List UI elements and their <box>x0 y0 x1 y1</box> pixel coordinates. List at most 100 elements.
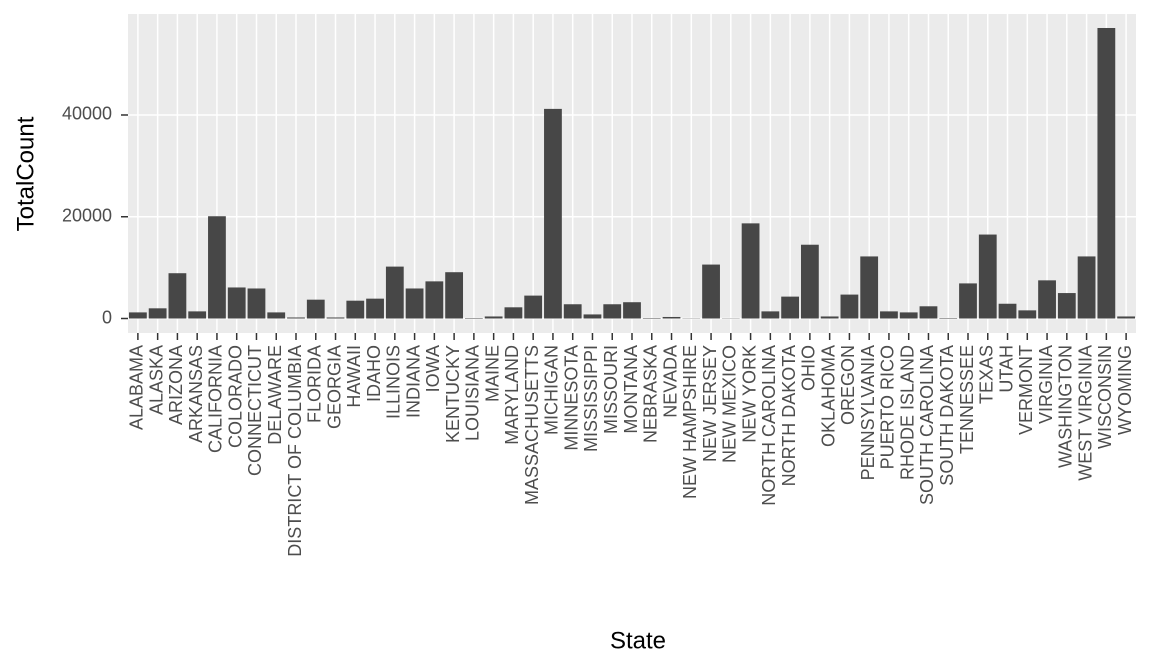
bar <box>919 306 938 319</box>
bar <box>484 316 503 319</box>
x-tick-label: IOWA <box>423 345 443 392</box>
bar <box>287 317 305 319</box>
x-tick-label: WASHINGTON <box>1056 345 1076 468</box>
x-tick-label: COLORADO <box>225 345 245 448</box>
bar <box>247 288 266 319</box>
bar <box>168 273 187 319</box>
bar <box>366 298 384 319</box>
bar <box>1018 310 1037 319</box>
bar <box>820 316 839 319</box>
x-tick-label: OHIO <box>799 345 819 391</box>
x-tick-label: OKLAHOMA <box>818 345 838 447</box>
x-tick-label: NEW HAMPSHIRE <box>680 345 700 499</box>
bar <box>504 307 523 319</box>
bar <box>563 304 582 319</box>
x-tick-label: MISSISSIPPI <box>581 345 601 452</box>
x-tick-label: MINNESOTA <box>561 345 581 451</box>
bar <box>939 317 958 319</box>
bar <box>741 223 760 319</box>
bar <box>405 288 424 319</box>
y-tick-label: 0 <box>102 307 112 327</box>
x-tick-label: MAINE <box>482 345 502 402</box>
x-tick-label: INDIANA <box>403 345 423 418</box>
bar <box>267 312 286 319</box>
bar <box>524 295 543 319</box>
bar <box>702 264 720 319</box>
x-tick-label: MISSOURI <box>601 345 621 434</box>
x-tick-label: ALABAMA <box>127 345 147 430</box>
x-tick-label: NORTH CAROLINA <box>759 345 779 506</box>
x-tick-label: ARIZONA <box>166 345 186 425</box>
x-tick-label: RHODE ISLAND <box>897 345 917 480</box>
bar <box>326 317 345 319</box>
x-tick-label: GEORGIA <box>324 345 344 429</box>
y-axis-title: TotalCount <box>12 116 39 231</box>
bar <box>306 299 325 319</box>
x-tick-label: KENTUCKY <box>443 345 463 443</box>
bar <box>959 283 977 319</box>
x-tick-label: ARKANSAS <box>186 345 206 443</box>
x-tick-label: PENNSYLVANIA <box>858 345 878 480</box>
bar <box>781 296 800 319</box>
y-tick-label: 20000 <box>62 205 112 225</box>
x-tick-label: SOUTH DAKOTA <box>937 345 957 486</box>
bar <box>346 300 365 319</box>
bar <box>860 256 879 319</box>
bar <box>445 272 464 319</box>
x-tick-label: MARYLAND <box>502 345 522 445</box>
x-tick-label: NEBRASKA <box>641 345 661 443</box>
x-tick-label: NEW JERSEY <box>700 345 720 462</box>
x-tick-label: WEST VIRGINIA <box>1075 345 1095 481</box>
bar <box>899 312 918 319</box>
x-tick-label: FLORIDA <box>305 345 325 423</box>
x-tick-label: NEW MEXICO <box>720 345 740 463</box>
x-tick-label: DISTRICT OF COLUMBIA <box>285 345 305 557</box>
bar <box>188 311 207 319</box>
x-tick-label: UTAH <box>996 345 1016 393</box>
x-tick-label: NEW YORK <box>739 345 759 443</box>
bar <box>1117 316 1136 319</box>
x-tick-label: WYOMING <box>1115 345 1135 435</box>
bar <box>425 281 444 319</box>
bar <box>1057 293 1076 319</box>
x-tick-label: TENNESSEE <box>957 345 977 454</box>
x-tick-label: ALASKA <box>146 345 166 415</box>
bar <box>1038 280 1056 319</box>
bar <box>128 312 147 319</box>
bar <box>208 216 226 319</box>
bar <box>583 314 602 319</box>
bar <box>998 303 1017 319</box>
x-tick-label: WISCONSIN <box>1095 345 1115 449</box>
x-tick-label: PUERTO RICO <box>878 345 898 469</box>
bar <box>385 266 404 319</box>
bar <box>464 317 483 319</box>
x-tick-label: OREGON <box>838 345 858 425</box>
bar <box>642 317 661 319</box>
x-tick-label: TEXAS <box>977 345 997 404</box>
x-axis-title: State <box>610 627 666 654</box>
bar <box>1097 27 1116 319</box>
x-tick-label: LOUISIANA <box>463 345 483 441</box>
x-tick-label: MASSACHUSETTS <box>522 345 542 505</box>
x-tick-label: ILLINOIS <box>384 345 404 419</box>
x-tick-label: CALIFORNIA <box>206 345 226 453</box>
bar <box>148 308 167 319</box>
bar <box>544 108 562 319</box>
x-tick-label: MONTANA <box>621 345 641 434</box>
bar <box>662 316 681 319</box>
bar <box>761 311 780 319</box>
x-tick-label: DELAWARE <box>265 345 285 445</box>
bar <box>227 287 246 319</box>
bar <box>1077 256 1096 319</box>
bar <box>603 304 622 319</box>
x-tick-label: CONNECTICUT <box>245 345 265 476</box>
y-tick-label: 40000 <box>62 104 112 124</box>
x-tick-label: VIRGINIA <box>1036 345 1056 424</box>
x-tick-label: NORTH DAKOTA <box>779 345 799 486</box>
x-tick-label: IDAHO <box>364 345 384 402</box>
bar <box>840 294 859 319</box>
x-tick-label: NEVADA <box>660 345 680 418</box>
x-tick-label: HAWAII <box>344 345 364 408</box>
bar <box>623 302 641 319</box>
